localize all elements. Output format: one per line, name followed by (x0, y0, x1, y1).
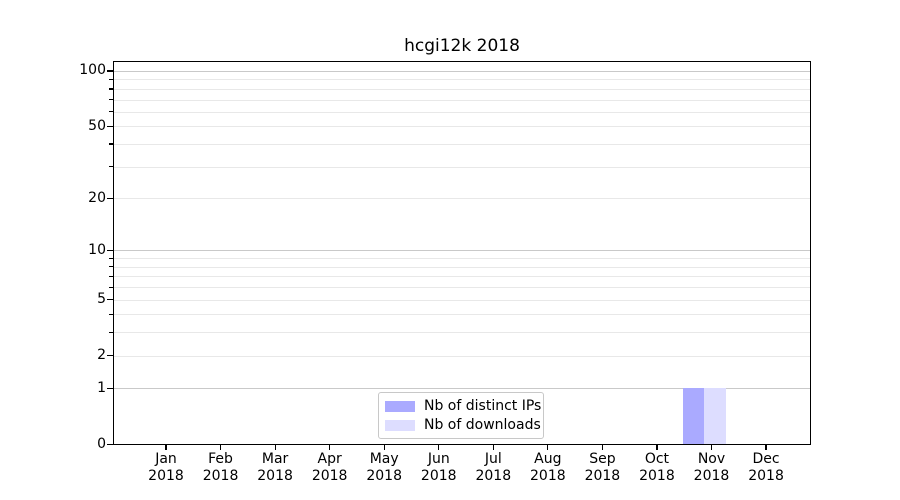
x-tick-label-jun: Jun 2018 (420, 451, 457, 484)
y-minor-tick-mark (109, 166, 113, 168)
plot-frame (113, 61, 811, 445)
y-minor-gridline (113, 258, 811, 260)
y-minor-tick-mark (109, 331, 113, 333)
legend-row-downloads: Nb of downloads (385, 417, 541, 433)
y-major-gridline (113, 388, 811, 390)
legend-swatch-distinct-ips (385, 400, 415, 412)
legend-label-downloads: Nb of downloads (424, 417, 541, 433)
chart-title: hcgi12k 2018 (404, 36, 520, 56)
x-tick-label-apr: Apr 2018 (311, 451, 348, 484)
y-tick-label: 2 (97, 347, 106, 364)
y-tick-mark (106, 70, 113, 72)
y-minor-tick-mark (109, 257, 113, 259)
y-tick-label: 50 (88, 117, 106, 134)
y-tick-mark (106, 354, 113, 357)
x-tick-mark (710, 444, 713, 450)
y-minor-gridline (113, 287, 811, 288)
x-tick-label-nov: Nov 2018 (693, 451, 730, 484)
legend-row-distinct-ips: Nb of distinct IPs (385, 398, 541, 414)
legend-swatch-downloads (385, 419, 415, 431)
x-tick-mark (547, 444, 549, 450)
x-tick-mark (765, 444, 767, 450)
y-tick-label: 100 (79, 62, 106, 79)
x-tick-mark (601, 444, 603, 450)
y-minor-gridline (113, 355, 811, 357)
y-minor-gridline (113, 299, 811, 301)
y-minor-tick-mark (109, 88, 113, 90)
y-minor-tick-mark (109, 143, 113, 145)
y-minor-gridline (113, 99, 811, 101)
y-tick-label: 5 (97, 290, 106, 307)
x-tick-label-jul: Jul 2018 (475, 451, 512, 484)
x-tick-label-aug: Aug 2018 (530, 451, 566, 484)
y-major-gridline (113, 250, 811, 252)
x-tick-mark (492, 444, 494, 450)
y-tick-mark (106, 249, 113, 252)
legend-label-distinct-ips: Nb of distinct IPs (424, 398, 542, 414)
y-major-gridline (113, 71, 811, 72)
y-minor-gridline (113, 88, 811, 90)
y-minor-gridline (113, 266, 811, 268)
y-tick-mark (106, 125, 113, 127)
y-minor-gridline (113, 198, 811, 200)
y-minor-tick-mark (109, 313, 113, 315)
x-tick-mark (383, 444, 385, 450)
y-minor-gridline (113, 332, 811, 334)
y-tick-label: 1 (97, 379, 106, 396)
y-minor-tick-mark (109, 275, 113, 277)
y-minor-gridline (113, 111, 811, 113)
y-tick-label: 20 (88, 189, 106, 206)
y-tick-mark (106, 443, 113, 446)
x-tick-mark (656, 444, 658, 450)
x-tick-label-mar: Mar 2018 (257, 451, 293, 484)
x-tick-mark (165, 444, 167, 450)
x-tick-label-oct: Oct 2018 (639, 451, 675, 484)
x-tick-label-may: May 2018 (366, 451, 402, 484)
y-minor-gridline (113, 79, 811, 81)
y-tick-label: 10 (88, 241, 106, 258)
y-tick-mark (106, 197, 113, 199)
x-tick-mark (219, 444, 222, 450)
x-tick-mark (329, 444, 331, 450)
y-tick-mark (106, 298, 113, 301)
y-minor-gridline (113, 314, 811, 316)
y-minor-gridline (113, 144, 811, 145)
y-minor-tick-mark (109, 111, 113, 113)
y-minor-gridline (113, 166, 811, 168)
bar-nov-series1 (704, 388, 726, 445)
x-tick-mark (438, 444, 440, 450)
y-minor-tick-mark (109, 78, 113, 81)
x-tick-label-dec: Dec 2018 (748, 451, 784, 484)
x-tick-label-sep: Sep 2018 (584, 451, 621, 484)
y-minor-gridline (113, 126, 811, 128)
y-minor-tick-mark (109, 286, 113, 288)
x-tick-label-feb: Feb 2018 (202, 451, 239, 484)
y-tick-mark (106, 387, 113, 389)
x-tick-label-jan: Jan 2018 (148, 451, 184, 484)
y-minor-tick-mark (109, 266, 113, 268)
bar-nov-series0 (682, 388, 704, 445)
y-tick-label: 0 (97, 436, 106, 452)
y-minor-gridline (113, 276, 811, 278)
x-tick-mark (274, 444, 276, 450)
y-minor-tick-mark (109, 99, 113, 101)
legend: Nb of distinct IPs Nb of downloads (378, 392, 544, 439)
